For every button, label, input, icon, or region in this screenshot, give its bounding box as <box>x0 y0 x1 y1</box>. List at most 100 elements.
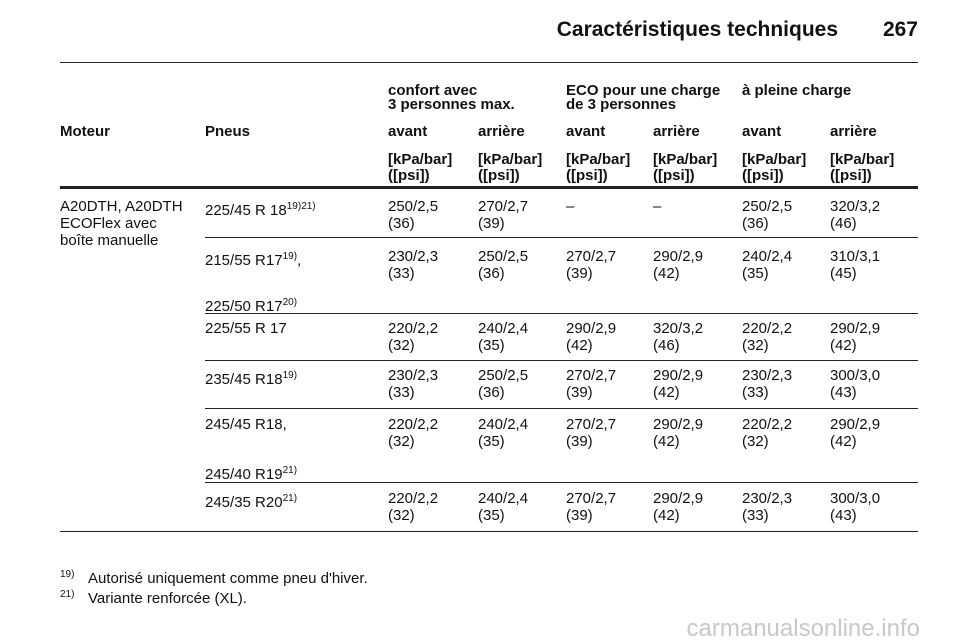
pressure-value: (42) <box>830 337 857 354</box>
pressure-value: 250/2,5 <box>478 367 529 384</box>
pressure-value: (39) <box>566 384 593 401</box>
pressure-value: 230/2,3 <box>388 248 439 265</box>
pressure-value: (35) <box>478 337 505 354</box>
column-header: Pneus <box>205 123 251 140</box>
pressure-value: 250/2,5 <box>388 198 439 215</box>
tire-size: 245/40 R1921) <box>205 462 297 483</box>
pressure-value: (42) <box>830 433 857 450</box>
pressure-value: 240/2,4 <box>478 490 529 507</box>
pressure-value: (39) <box>566 265 593 282</box>
unit-header: ([psi]) <box>478 167 520 184</box>
column-header: avant <box>742 123 782 140</box>
unit-header: ([psi]) <box>566 167 608 184</box>
footnote-ref: 20) <box>282 297 298 308</box>
pressure-value: (39) <box>566 433 593 450</box>
group-header: à pleine charge <box>742 82 852 99</box>
pressure-value: (36) <box>478 265 505 282</box>
pressure-value: (46) <box>653 337 680 354</box>
pressure-value: 250/2,5 <box>742 198 793 215</box>
tire-text: 245/40 R19 <box>205 466 283 483</box>
row-rule <box>205 237 918 238</box>
pressure-value: (39) <box>478 215 505 232</box>
unit-header: [kPa/bar] <box>478 151 543 168</box>
pressure-value: (36) <box>478 384 505 401</box>
pressure-value: (32) <box>388 433 415 450</box>
pressure-value: 230/2,3 <box>742 490 793 507</box>
pressure-value: (33) <box>388 265 415 282</box>
tire-size: 235/45 R1819) <box>205 367 297 388</box>
pressure-value: 300/3,0 <box>830 367 881 384</box>
footnote-text: Variante renforcée (XL). <box>88 590 247 607</box>
row-rule <box>205 408 918 409</box>
row-rule <box>60 531 918 532</box>
pressure-value: 290/2,9 <box>653 248 704 265</box>
footnote-mark: 19) <box>60 569 75 580</box>
pressure-value: 320/3,2 <box>830 198 881 215</box>
pressure-value: (33) <box>742 507 769 524</box>
column-header: arrière <box>830 123 877 140</box>
pressure-value: (32) <box>388 507 415 524</box>
tire-text: 225/50 R17 <box>205 298 283 315</box>
row-rule <box>205 360 918 361</box>
table-header-rule <box>60 186 918 189</box>
pressure-value: (33) <box>388 384 415 401</box>
footnote-ref: 21) <box>282 493 298 504</box>
unit-header: [kPa/bar] <box>742 151 807 168</box>
tire-text: 225/55 R 17 <box>205 320 287 337</box>
column-header: avant <box>388 123 428 140</box>
header-rule <box>60 62 918 63</box>
tire-size: 225/45 R 1819)21) <box>205 198 316 219</box>
footnote-ref: 19) <box>282 251 298 262</box>
footnote-ref: 19) <box>282 370 298 381</box>
pressure-value: (32) <box>742 433 769 450</box>
pressure-value: 270/2,7 <box>478 198 529 215</box>
pressure-value: 290/2,9 <box>653 490 704 507</box>
page-title: Caractéristiques techniques <box>556 18 838 41</box>
unit-header: [kPa/bar] <box>653 151 718 168</box>
pressure-value: 290/2,9 <box>830 416 881 433</box>
footnote-mark: 21) <box>60 589 75 600</box>
pressure-value: 270/2,7 <box>566 367 617 384</box>
tire-size: 245/35 R2021) <box>205 490 297 511</box>
pressure-value: 290/2,9 <box>566 320 617 337</box>
unit-header: [kPa/bar] <box>388 151 453 168</box>
group-header: ECO pour une charge <box>566 82 721 99</box>
tire-text: 235/45 R18 <box>205 371 283 388</box>
unit-header: ([psi]) <box>653 167 695 184</box>
pressure-value: (35) <box>478 433 505 450</box>
pressure-value: 270/2,7 <box>566 248 617 265</box>
tire-text: 215/55 R17 <box>205 252 283 269</box>
pressure-value: (35) <box>742 265 769 282</box>
tire-text: 245/45 R18, <box>205 416 287 433</box>
unit-header: ([psi]) <box>388 167 430 184</box>
pressure-value: 240/2,4 <box>478 320 529 337</box>
engine-name: boîte manuelle <box>60 232 159 249</box>
tire-text: 245/35 R20 <box>205 494 283 511</box>
tire-suffix: , <box>297 252 302 269</box>
pressure-value: (36) <box>388 215 415 232</box>
pressure-value: 230/2,3 <box>742 367 793 384</box>
pressure-value: (43) <box>830 384 857 401</box>
row-rule <box>205 482 918 483</box>
pressure-value: (32) <box>388 337 415 354</box>
pressure-value: 300/3,0 <box>830 490 881 507</box>
pressure-value: 290/2,9 <box>653 367 704 384</box>
tire-size: 225/50 R1720) <box>205 294 297 315</box>
pressure-value: 240/2,4 <box>742 248 793 265</box>
pressure-value: (39) <box>566 507 593 524</box>
pressure-value: 240/2,4 <box>478 416 529 433</box>
column-header: arrière <box>478 123 525 140</box>
pressure-value: (42) <box>653 384 680 401</box>
pressure-value: 290/2,9 <box>653 416 704 433</box>
group-header: de 3 personnes <box>566 96 677 113</box>
unit-header: ([psi]) <box>830 167 872 184</box>
pressure-value: 270/2,7 <box>566 490 617 507</box>
engine-name: ECOFlex avec <box>60 215 157 232</box>
pressure-value: 220/2,2 <box>388 416 439 433</box>
pressure-value: 270/2,7 <box>566 416 617 433</box>
pressure-value: 220/2,2 <box>742 416 793 433</box>
unit-header: [kPa/bar] <box>830 151 895 168</box>
pressure-value: (33) <box>742 384 769 401</box>
pressure-value: 250/2,5 <box>478 248 529 265</box>
